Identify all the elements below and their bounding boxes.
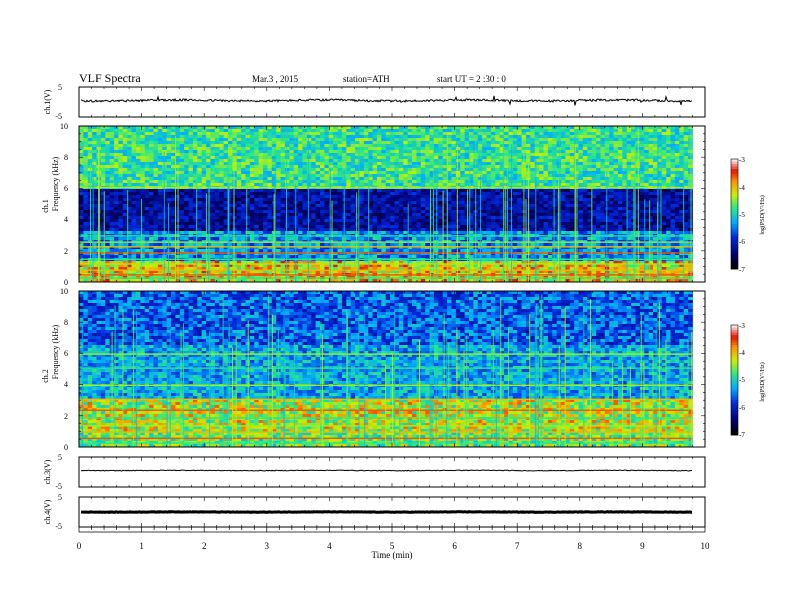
xtick-3: 3 xyxy=(265,541,270,551)
spec2-ytick-6: 6 xyxy=(64,349,68,358)
ch3-voltage-trace xyxy=(80,469,693,472)
xtick-8: 8 xyxy=(578,541,583,551)
spec2-ytick-2: 2 xyxy=(64,412,68,421)
ch3-ytick-bottom: -5 xyxy=(55,482,62,491)
xtick-10: 10 xyxy=(701,541,711,551)
ch4-ytick-top: 5 xyxy=(58,493,62,502)
cbar2-label: log(PSD(V²/Hz) xyxy=(759,362,766,401)
header-start-time: start UT = 2 :30 : 0 xyxy=(437,74,506,84)
cbar1-label: log(PSD(V²/Hz) xyxy=(759,195,766,234)
spec1-ytick-4: 4 xyxy=(64,215,68,224)
xtick-0: 0 xyxy=(77,541,82,551)
spec1-ylabel-channel: ch.1 xyxy=(41,199,50,213)
spec2-ytick-4: 4 xyxy=(64,380,68,389)
ch2-spectrogram-panel: 10 8 6 4 2 0 ch.2 Frequency (kHz) -3 -4 … xyxy=(41,287,766,452)
spec1-ytick-6: 6 xyxy=(64,184,68,193)
xtick-6: 6 xyxy=(452,541,457,551)
xtick-2: 2 xyxy=(202,541,207,551)
cbar2-tick-minus4: -4 xyxy=(739,349,745,357)
figure-title: VLF Spectra xyxy=(79,71,141,85)
ch3-voltage-panel: 5 -5 ch.3(V) xyxy=(43,453,706,491)
ch1-spectrogram-heatmap xyxy=(79,126,693,283)
time-axis xyxy=(78,87,706,533)
xtick-9: 9 xyxy=(640,541,645,551)
cbar2-tick-minus7: -7 xyxy=(739,431,745,439)
spec2-ytick-10: 10 xyxy=(60,287,68,296)
ch4-voltage-ylabel: ch.4(V) xyxy=(43,499,52,524)
spec2-ytick-0: 0 xyxy=(64,443,68,452)
cbar1-tick-minus4: -4 xyxy=(739,184,745,192)
cbar1-tick-minus3: -3 xyxy=(739,156,745,164)
ch4-voltage-panel: 5 -5 ch.4(V) xyxy=(43,493,706,531)
ch1-voltage-ylabel: ch.1(V) xyxy=(43,89,52,114)
xtick-5: 5 xyxy=(390,541,395,551)
spec1-ytick-0: 0 xyxy=(64,278,68,287)
cbar2-tick-minus5: -5 xyxy=(739,376,745,384)
ch3-voltage-ylabel: ch.3(V) xyxy=(43,459,52,484)
spec2-ytick-8: 8 xyxy=(64,318,68,327)
ch1-spectrogram-panel: 10 8 6 4 2 0 ch.1 Frequency (kHz) -3 -4 … xyxy=(41,122,766,287)
ch1-ytick-bottom: -5 xyxy=(55,112,62,121)
spec1-ytick-2: 2 xyxy=(64,247,68,256)
ch1-voltage-trace xyxy=(80,94,693,106)
ch1-voltage-frame xyxy=(78,86,706,118)
cbar2-tick-minus3: -3 xyxy=(739,322,745,330)
ch1-ytick-top: 5 xyxy=(58,83,62,92)
ch2-spectrogram-heatmap xyxy=(79,291,693,448)
cbar1-tick-minus5: -5 xyxy=(739,211,745,219)
header-station: station=ATH xyxy=(343,74,390,84)
spec1-ylabel-frequency: Frequency (kHz) xyxy=(51,156,60,211)
ch4-ytick-bottom: -5 xyxy=(55,522,62,531)
ch4-voltage-trace xyxy=(80,510,693,514)
ch1-colorbar xyxy=(730,158,739,270)
xtick-1: 1 xyxy=(139,541,144,551)
spec1-ytick-8: 8 xyxy=(64,153,68,162)
ch1-voltage-panel: 5 -5 ch.1(V) xyxy=(43,83,706,121)
spec2-ylabel-channel: ch.2 xyxy=(41,369,50,383)
spec1-ytick-10: 10 xyxy=(60,122,68,131)
xtick-7: 7 xyxy=(515,541,520,551)
ch3-voltage-frame xyxy=(78,456,706,488)
xtick-4: 4 xyxy=(327,541,332,551)
cbar1-tick-minus7: -7 xyxy=(739,266,745,274)
spec2-ylabel-frequency: Frequency (kHz) xyxy=(51,324,60,379)
ch2-colorbar xyxy=(730,324,739,436)
cbar1-tick-minus6: -6 xyxy=(739,238,745,246)
cbar2-tick-minus6: -6 xyxy=(739,404,745,412)
x-axis-label: Time (min) xyxy=(372,550,413,560)
ch3-ytick-top: 5 xyxy=(58,453,62,462)
header-date: Mar.3 , 2015 xyxy=(252,74,298,84)
